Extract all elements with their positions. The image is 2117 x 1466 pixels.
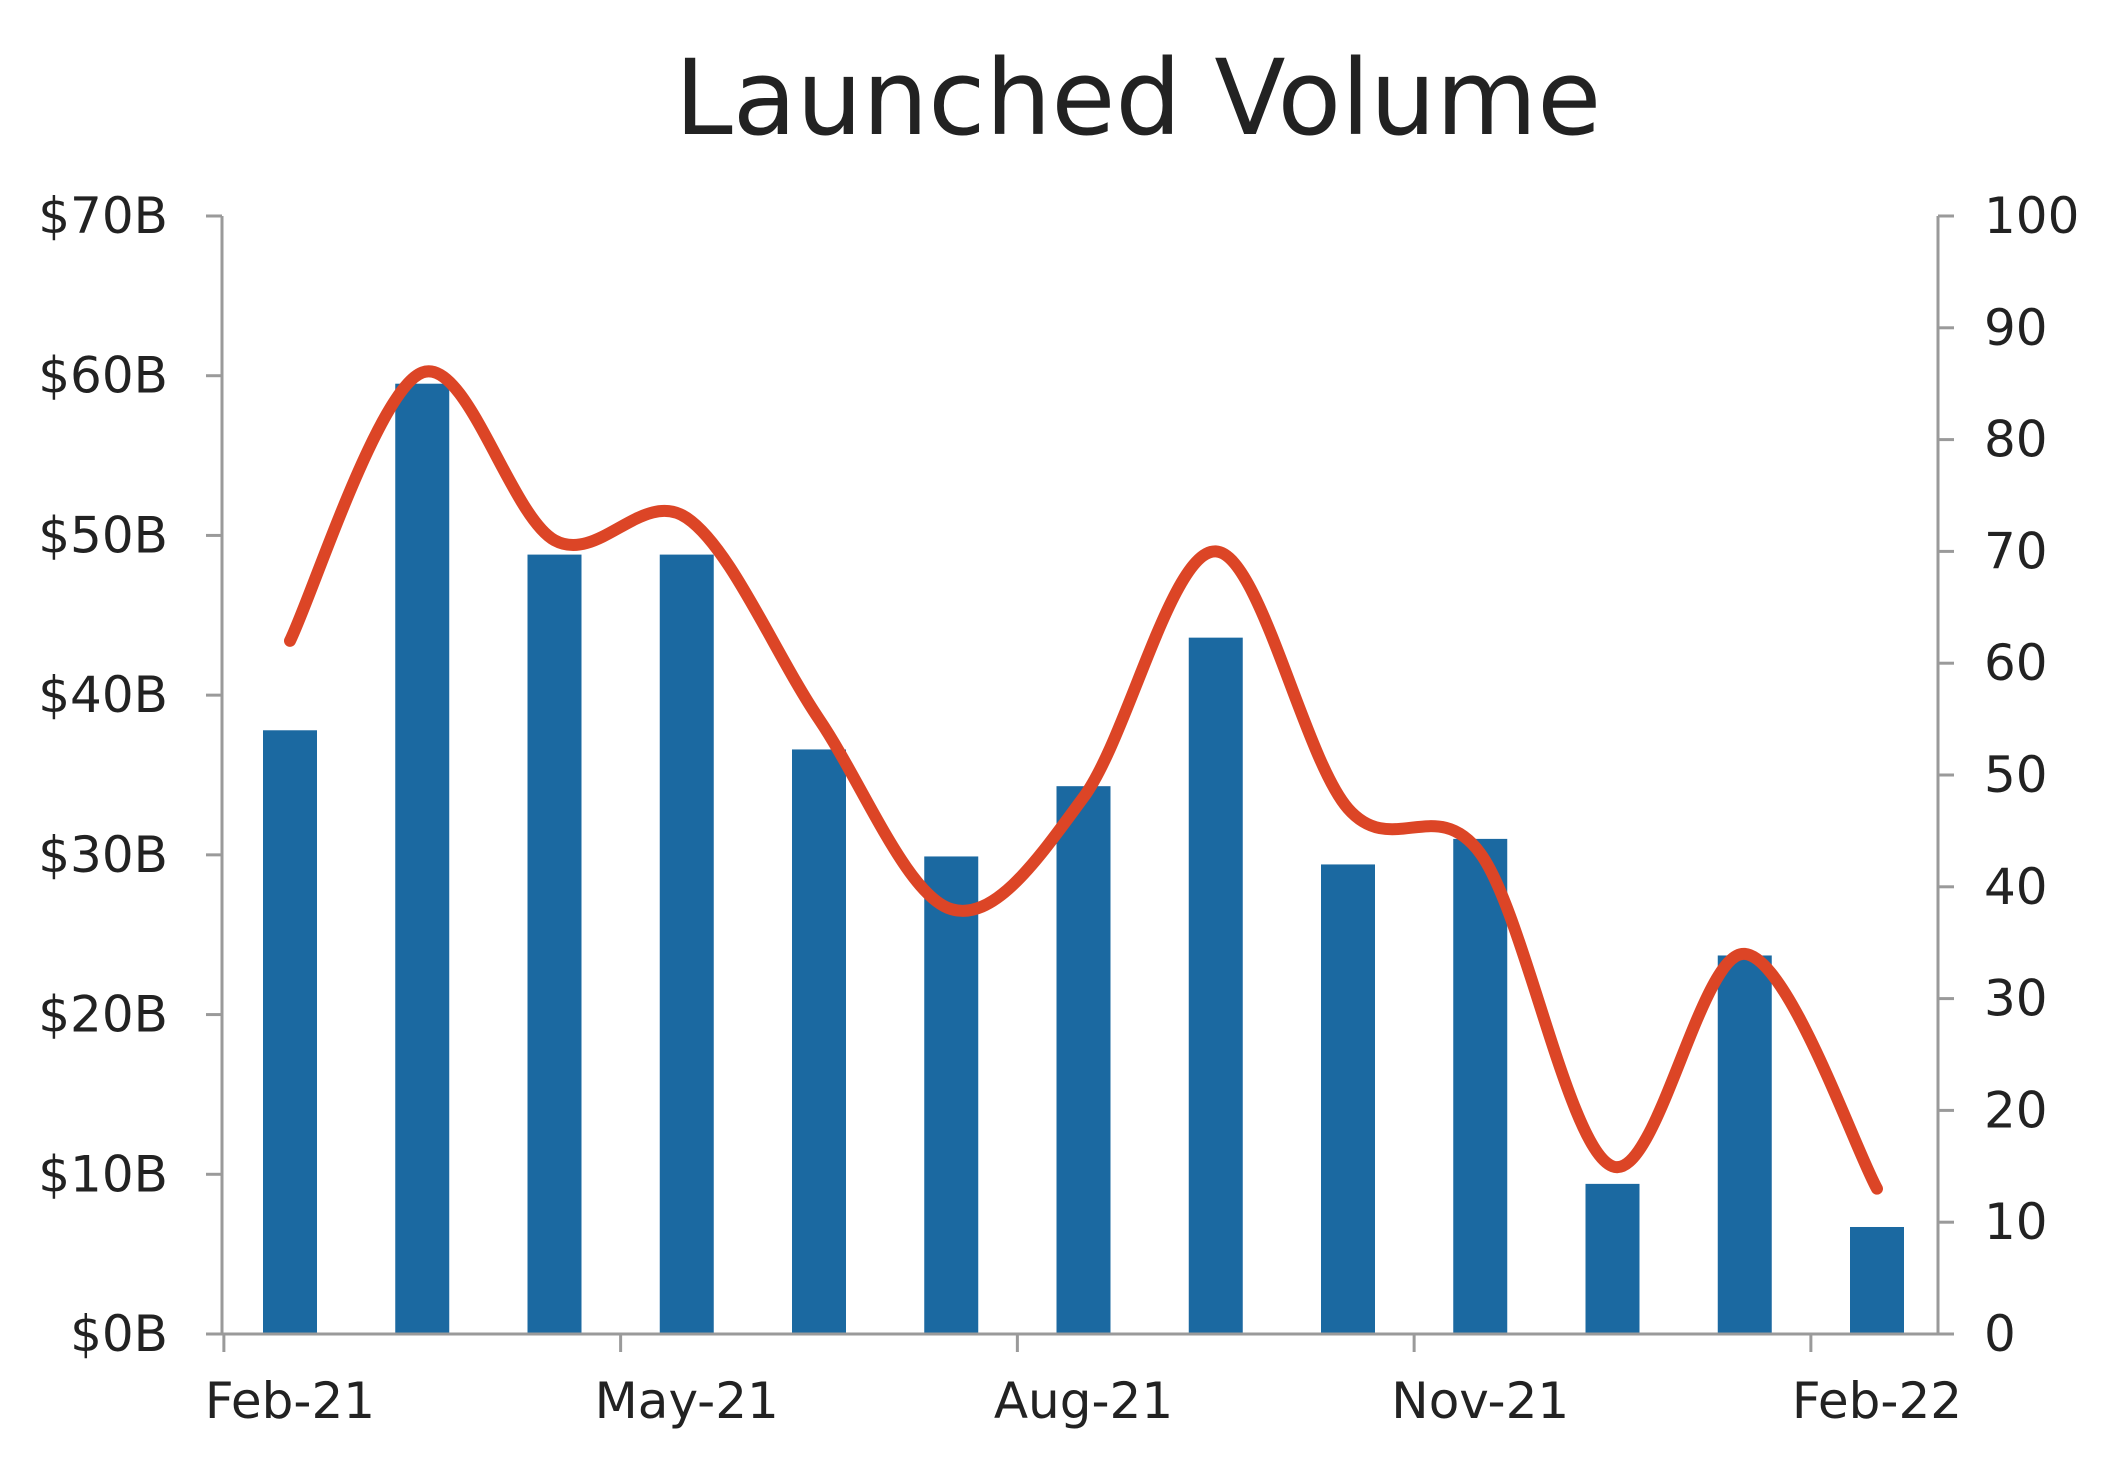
- line-series-path: [284, 365, 1883, 1195]
- x-tick-label: Nov-21: [1391, 1372, 1569, 1430]
- bar-may-21: [659, 554, 714, 1334]
- left-tick-label: $60B: [38, 347, 168, 405]
- bar-nov-21: [1453, 838, 1508, 1334]
- bar-mar-21: [395, 383, 450, 1334]
- left-tick-label: $50B: [38, 506, 168, 564]
- bar-dec-21: [1585, 1183, 1640, 1334]
- bar-feb-21: [263, 730, 317, 1334]
- x-tick-label: Feb-21: [205, 1372, 375, 1430]
- line-series: [284, 365, 1883, 1195]
- chart-title: Launched Volume: [675, 37, 1601, 159]
- right-tick-label: 50: [1984, 746, 2048, 804]
- right-tick-label: 60: [1984, 634, 2048, 692]
- right-tick-label: 70: [1984, 522, 2048, 580]
- bar-series: [263, 383, 1904, 1334]
- bar-feb-22: [1850, 1226, 1904, 1334]
- bar-aug-21: [1056, 786, 1111, 1334]
- right-tick-label: 100: [1984, 187, 2079, 245]
- left-tick-label: $10B: [38, 1145, 168, 1203]
- right-tick-label: 90: [1984, 299, 2048, 357]
- bar-sep-21: [1188, 637, 1243, 1334]
- bar-apr-21: [527, 554, 582, 1334]
- right-tick-label: 80: [1984, 411, 2048, 469]
- x-tick-label: May-21: [595, 1372, 779, 1430]
- bar-oct-21: [1321, 864, 1375, 1334]
- right-tick-label: 0: [1984, 1305, 2016, 1363]
- tick-labels: $0B $10B $20B $30B $40B $50B $60B $70B 0 10 20 30 40…: [38, 187, 2079, 1430]
- left-tick-label: $0B: [70, 1305, 168, 1363]
- bar-jan-22: [1717, 955, 1772, 1334]
- x-tick-label: Feb-22: [1792, 1372, 1962, 1430]
- right-tick-label: 20: [1984, 1081, 2048, 1139]
- x-tick-label: Aug-21: [994, 1372, 1173, 1430]
- axes: [206, 214, 1954, 1352]
- right-tick-label: 40: [1984, 858, 2048, 916]
- left-tick-label: $30B: [38, 826, 168, 884]
- right-tick-label: 10: [1984, 1193, 2048, 1251]
- left-tick-label: $20B: [38, 986, 168, 1044]
- right-tick-label: 30: [1984, 970, 2048, 1028]
- bar-jul-21: [924, 856, 979, 1334]
- bar-jun-21: [792, 749, 846, 1334]
- left-tick-label: $70B: [38, 187, 168, 245]
- left-tick-label: $40B: [38, 666, 168, 724]
